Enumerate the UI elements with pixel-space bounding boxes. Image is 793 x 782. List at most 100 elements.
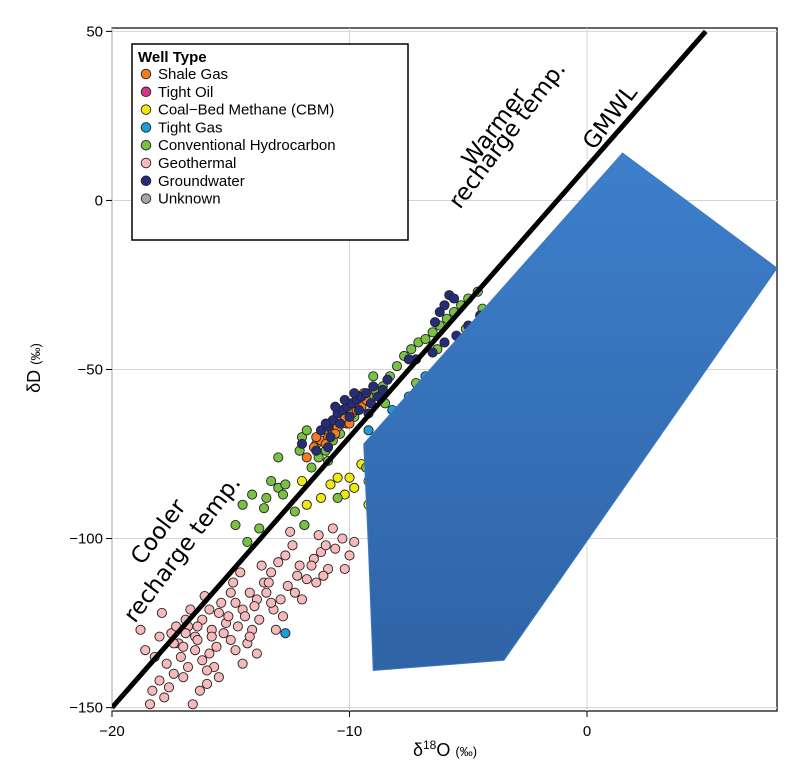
data-point — [318, 570, 329, 581]
data-point — [192, 621, 203, 632]
data-point — [211, 641, 222, 652]
data-point — [420, 334, 431, 345]
data-point — [285, 526, 296, 537]
data-point — [439, 300, 450, 311]
data-point — [273, 557, 284, 568]
data-point — [228, 577, 239, 588]
data-point — [270, 624, 281, 635]
data-point — [187, 699, 198, 710]
data-point — [237, 658, 248, 669]
data-point — [239, 611, 251, 622]
legend-marker — [140, 122, 152, 133]
legend-marker — [140, 193, 152, 204]
data-point — [247, 489, 258, 500]
data-point — [249, 601, 260, 612]
legend-label: Groundwater — [158, 173, 245, 190]
data-point — [323, 442, 334, 453]
data-point — [391, 361, 403, 372]
data-point — [251, 648, 262, 659]
data-point — [289, 506, 300, 517]
x-axis-label-delta: δ — [413, 740, 423, 760]
x-axis-label-unit: (‰) — [455, 744, 477, 759]
data-point — [266, 597, 277, 608]
data-point — [204, 604, 215, 615]
x-axis-label-sup: 18 — [423, 738, 437, 752]
data-point — [156, 607, 167, 618]
data-point — [277, 489, 289, 500]
data-points — [135, 286, 723, 710]
data-point — [261, 587, 272, 598]
data-point — [201, 665, 213, 676]
data-point — [325, 479, 336, 490]
data-point — [154, 631, 165, 642]
data-point — [144, 699, 156, 710]
data-point — [292, 570, 303, 581]
data-point — [204, 648, 215, 659]
data-point — [448, 293, 460, 304]
data-point — [315, 492, 327, 504]
legend-label: Unknown — [158, 191, 221, 208]
legend-marker — [140, 175, 152, 187]
data-point — [365, 398, 376, 409]
data-point — [320, 540, 331, 551]
data-point — [301, 574, 312, 585]
data-point — [213, 607, 224, 618]
y-tick-label: 0 — [95, 192, 103, 209]
data-point — [194, 685, 205, 696]
data-point — [301, 452, 312, 463]
data-point — [242, 536, 253, 547]
data-point — [311, 432, 322, 443]
data-point — [192, 634, 203, 646]
data-point — [287, 540, 298, 551]
data-point — [280, 479, 291, 490]
y-axis-label: δD (‰) — [24, 343, 44, 393]
data-point — [254, 614, 265, 625]
legend-marker — [140, 157, 152, 169]
data-point — [344, 472, 355, 483]
data-point — [266, 567, 277, 578]
data-point — [349, 536, 360, 547]
data-point — [299, 519, 310, 531]
data-point — [403, 354, 414, 365]
y-tick-label: −100 — [69, 531, 103, 548]
legend-label: Conventional Hydrocarbon — [158, 137, 336, 154]
data-point — [306, 560, 317, 571]
data-point — [225, 587, 236, 598]
series-geothermal — [135, 310, 723, 710]
data-point — [301, 499, 312, 510]
x-tick-label: −10 — [337, 723, 362, 740]
x-ticks: −20 −10 0 — [99, 711, 591, 740]
data-point — [230, 645, 241, 656]
legend-marker — [140, 139, 152, 151]
data-point — [182, 661, 194, 673]
data-point — [325, 432, 336, 443]
data-point — [197, 614, 208, 625]
data-point — [330, 543, 341, 554]
data-point — [377, 384, 388, 395]
data-point — [337, 533, 348, 544]
data-point — [256, 560, 267, 571]
data-point — [159, 692, 170, 703]
data-point — [277, 611, 289, 622]
data-point — [349, 482, 360, 493]
data-point — [258, 503, 270, 514]
data-point — [147, 685, 158, 696]
data-point — [315, 547, 327, 558]
data-point — [244, 587, 255, 598]
data-point — [201, 678, 213, 690]
data-point — [237, 499, 248, 510]
data-point — [216, 597, 227, 608]
data-point — [178, 672, 189, 683]
data-point — [261, 492, 272, 504]
data-point — [429, 317, 441, 328]
data-point — [190, 645, 201, 656]
data-point — [294, 560, 305, 571]
data-point — [254, 523, 265, 534]
data-point — [339, 563, 350, 575]
data-point — [244, 631, 255, 642]
data-point — [275, 594, 286, 605]
data-point — [230, 597, 241, 608]
